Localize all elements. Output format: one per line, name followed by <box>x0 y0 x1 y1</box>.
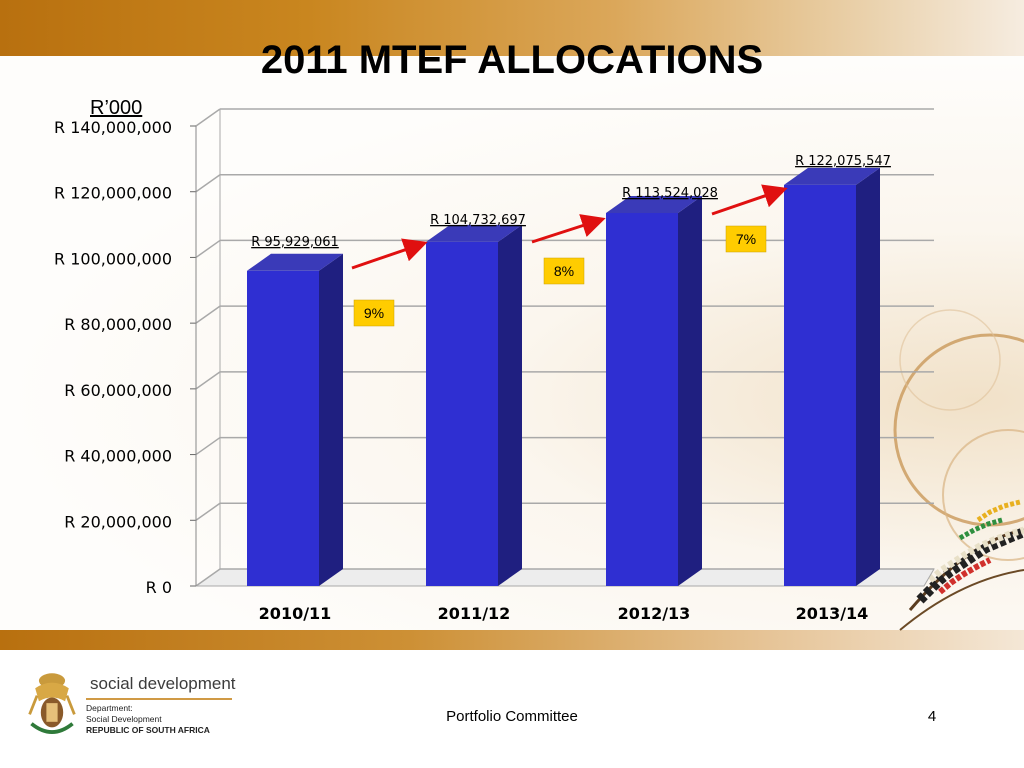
y-tick-label: R 120,000,000 <box>54 184 172 203</box>
y-tick-label: R 0 <box>146 578 172 597</box>
y-tick-label: R 100,000,000 <box>54 249 172 268</box>
y-tick-label: R 140,000,000 <box>54 118 172 137</box>
bar-side-2011/12 <box>498 224 522 586</box>
department-line-2: Social Development <box>86 714 162 724</box>
gridline-depth <box>195 502 221 521</box>
data-label: R 122,075,547 <box>795 154 891 169</box>
bar-top-2012/13 <box>606 195 702 213</box>
growth-badge-label: 9% <box>364 305 384 321</box>
logo-divider <box>86 698 232 700</box>
growth-badge <box>725 225 767 253</box>
bar-side-2010/11 <box>319 253 343 587</box>
page-number: 4 <box>927 708 937 725</box>
bar-top-2013/14 <box>784 167 880 185</box>
gridline-depth <box>195 568 221 587</box>
growth-arrow <box>351 238 428 270</box>
growth-badge-label: 8% <box>554 263 574 279</box>
x-tick-label: 2013/14 <box>796 604 869 623</box>
growth-badge-label: 7% <box>736 231 756 247</box>
data-label: R 104,732,697 <box>430 213 526 228</box>
gridline-depth <box>195 305 221 324</box>
growth-arrow <box>711 184 788 216</box>
growth-badge <box>353 299 395 327</box>
department-line-1: Department: <box>86 703 133 713</box>
slide-title: 2011 MTEF ALLOCATIONS <box>260 38 764 82</box>
logo-wordmark: social development <box>90 674 236 693</box>
bar-side-2012/13 <box>678 195 702 586</box>
bar-front-2012/13 <box>606 212 678 586</box>
x-tick-label: 2012/13 <box>618 604 691 623</box>
gridline-depth <box>195 174 221 193</box>
x-tick-label: 2011/12 <box>438 604 511 623</box>
bar-front-2010/11 <box>247 270 319 586</box>
footer-band <box>0 630 1024 650</box>
y-tick-label: R 60,000,000 <box>64 381 172 400</box>
gridline-depth <box>195 108 221 127</box>
x-tick-label: 2010/11 <box>259 604 332 623</box>
growth-arrow <box>531 214 606 244</box>
chart-bars <box>247 167 880 587</box>
data-label: R 113,524,028 <box>622 186 718 201</box>
coat-of-arms-icon <box>28 673 76 734</box>
gridline-depth <box>195 239 221 259</box>
bar-top-2010/11 <box>247 253 343 271</box>
data-label: R 95,929,061 <box>251 235 339 250</box>
chart-labels: R 0 R 20,000,000 R 40,000,000 R 60,000,000 R… <box>54 118 891 623</box>
bar-side-2013/14 <box>856 167 880 586</box>
chart-gridlines <box>190 108 935 587</box>
bar-front-2011/12 <box>426 241 498 586</box>
bar-front-2013/14 <box>784 184 856 586</box>
gridline-depth <box>195 436 221 456</box>
gridline-depth <box>195 371 221 390</box>
bar-top-2011/12 <box>426 224 522 242</box>
footer-area <box>0 650 1024 768</box>
beaded-decoration-icon <box>893 309 1024 631</box>
unit-label: R’000 <box>90 97 143 119</box>
y-tick-label: R 20,000,000 <box>64 512 172 531</box>
growth-badge <box>543 257 585 285</box>
department-line-3: REPUBLIC OF SOUTH AFRICA <box>86 725 210 735</box>
y-tick-label: R 80,000,000 <box>64 315 172 334</box>
y-tick-label: R 40,000,000 <box>64 447 172 466</box>
footer-text: Portfolio Committee <box>446 708 578 725</box>
header-band <box>0 0 1024 56</box>
